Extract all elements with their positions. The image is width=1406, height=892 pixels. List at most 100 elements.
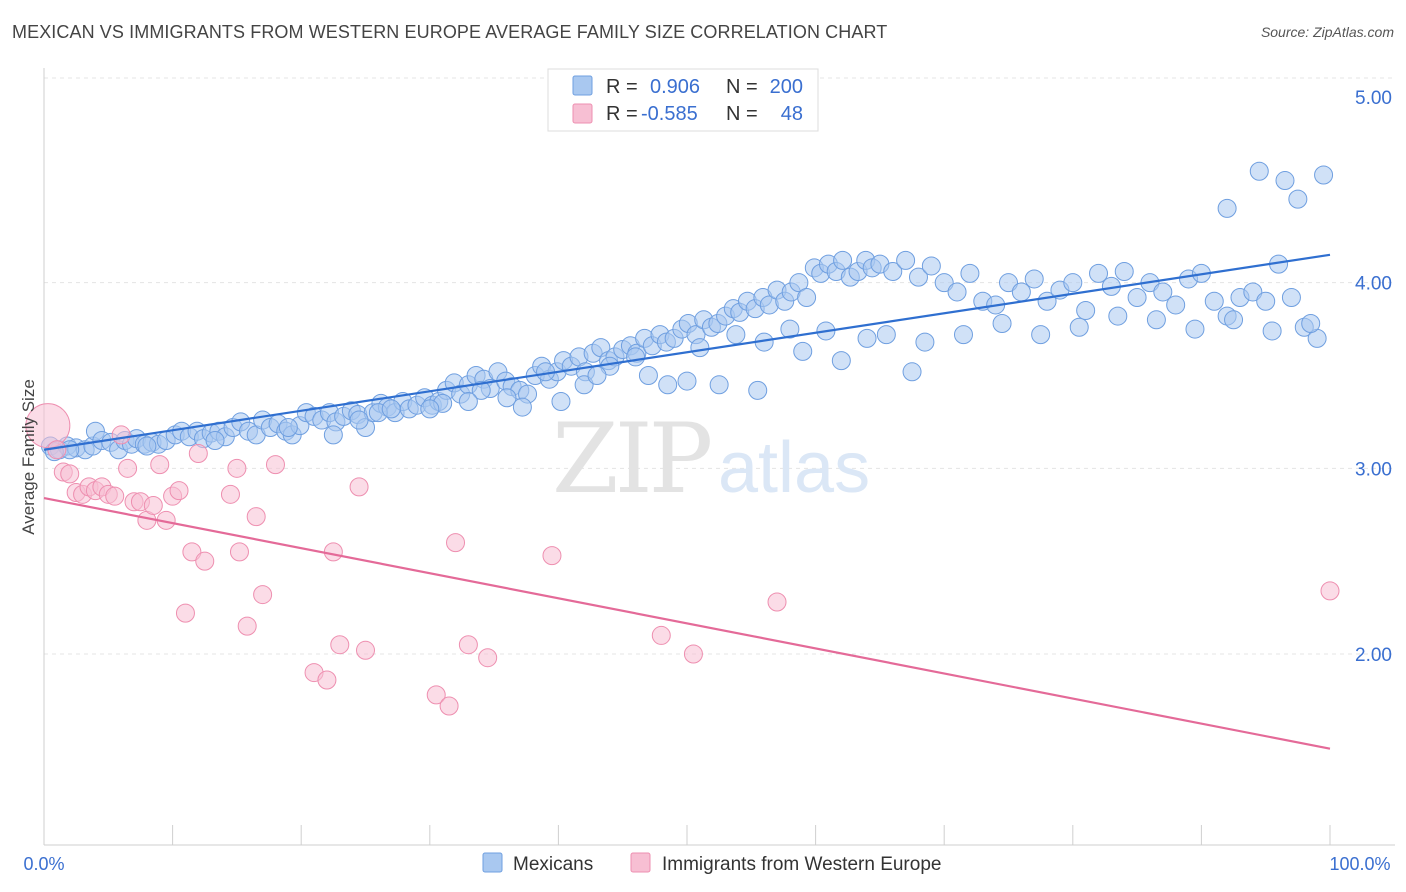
legend-n-value-2: 48 [781, 103, 803, 125]
point-mexicans [1031, 325, 1051, 345]
point-mexicans [793, 341, 813, 361]
y-tick-label: 5.00 [1355, 88, 1392, 109]
point-mexicans [921, 256, 941, 276]
point-mexicans [789, 273, 809, 293]
point-mexicans [726, 325, 746, 345]
point-mexicans [960, 263, 980, 283]
y-tick-label: 4.00 [1355, 274, 1392, 295]
point-western-europe [767, 592, 787, 612]
point-mexicans [883, 262, 903, 282]
point-western-europe [1320, 581, 1340, 601]
point-western-europe [169, 481, 189, 501]
point-mexicans [471, 380, 491, 400]
point-western-europe [478, 648, 498, 668]
legend-r-label-1: R = [606, 76, 638, 98]
point-mexicans [934, 273, 954, 293]
point-mexicans [857, 328, 877, 348]
legend-bottom-western-europe: Immigrants from Western Europe [662, 854, 941, 875]
point-mexicans [1262, 321, 1282, 341]
point-mexicans [458, 391, 478, 411]
point-mexicans [551, 391, 571, 411]
trend-lines [43, 253, 1331, 750]
point-western-europe [458, 635, 478, 655]
point-western-europe [220, 484, 240, 504]
point-western-europe [118, 458, 138, 478]
point-western-europe [356, 640, 375, 660]
point-mexicans [780, 319, 800, 339]
point-mexicans [947, 282, 967, 302]
legend-n-label-2: N = [726, 103, 758, 125]
y-axis-label: Average Family Size [19, 379, 38, 535]
grid-lines [44, 77, 1395, 655]
point-mexicans [638, 366, 658, 385]
point-mexicans [1076, 301, 1096, 321]
point-mexicans [1256, 291, 1276, 311]
y-tick-label: 2.00 [1355, 645, 1392, 666]
point-western-europe [683, 644, 703, 664]
point-mexicans [797, 288, 817, 308]
legend-box [547, 68, 819, 132]
x-tick-labels: 0.0% 100.0% [23, 854, 1390, 874]
y-tick-labels: 2.00 3.00 4.00 5.00 [1355, 88, 1392, 666]
point-western-europe [60, 464, 80, 484]
legend-n-label-1: N = [726, 76, 758, 98]
point-mexicans [1288, 189, 1308, 209]
point-mexicans [137, 436, 157, 456]
point-mexicans [1069, 317, 1089, 337]
point-western-europe [227, 458, 247, 478]
legend-bottom-swatch-mexicans [482, 852, 503, 873]
watermark-zip: ZIP [552, 403, 711, 515]
point-mexicans [677, 371, 697, 391]
point-western-europe [446, 533, 466, 553]
point-western-europe [542, 546, 562, 566]
point-mexicans [1185, 319, 1205, 339]
point-western-europe [143, 495, 163, 515]
point-western-europe [182, 542, 202, 562]
point-mexicans [349, 410, 369, 430]
chart-title: MEXICAN VS IMMIGRANTS FROM WESTERN EUROP… [12, 22, 888, 42]
point-western-europe [439, 696, 459, 716]
point-mexicans [512, 397, 532, 417]
point-mexicans [896, 250, 916, 270]
point-mexicans [999, 273, 1018, 293]
point-western-europe [349, 477, 369, 497]
legend-bottom-mexicans: Mexicans [513, 854, 593, 875]
point-western-europe [426, 685, 446, 705]
point-mexicans [876, 325, 896, 345]
point-mexicans [1127, 288, 1147, 308]
point-western-europe [253, 585, 273, 605]
legend-swatch-pink [572, 103, 593, 124]
point-mexicans [915, 332, 935, 352]
point-mexicans [992, 314, 1012, 334]
point-mexicans [574, 375, 594, 395]
point-mexicans [658, 375, 678, 395]
point-mexicans [1224, 310, 1244, 330]
point-western-europe [317, 670, 337, 690]
point-western-europe [323, 542, 343, 562]
legend-bottom-swatch-western-europe [630, 852, 651, 873]
legend-r-value-1: 0.906 [650, 76, 700, 98]
legend-swatch-blue [572, 75, 593, 96]
source-label: Source: ZipAtlas.com [1260, 24, 1394, 40]
point-mexicans [1024, 269, 1044, 289]
point-western-europe [229, 542, 249, 562]
point-mexicans [1217, 198, 1237, 218]
point-mexicans [1301, 314, 1321, 334]
point-mexicans [1204, 291, 1224, 311]
axes [43, 68, 1395, 846]
point-mexicans [1146, 310, 1166, 330]
point-mexicans [748, 380, 768, 400]
point-western-europe [246, 507, 266, 527]
point-mexicans [1281, 288, 1301, 308]
point-mexicans [1275, 171, 1295, 191]
point-mexicans [420, 399, 440, 419]
point-mexicans [497, 388, 517, 408]
legend-r-value-2: -0.585 [641, 103, 698, 125]
point-western-europe [188, 443, 208, 463]
point-mexicans [953, 325, 973, 345]
point-mexicans [1243, 282, 1263, 302]
point-western-europe [237, 616, 257, 636]
point-mexicans [381, 399, 401, 419]
point-western-europe [265, 455, 285, 475]
